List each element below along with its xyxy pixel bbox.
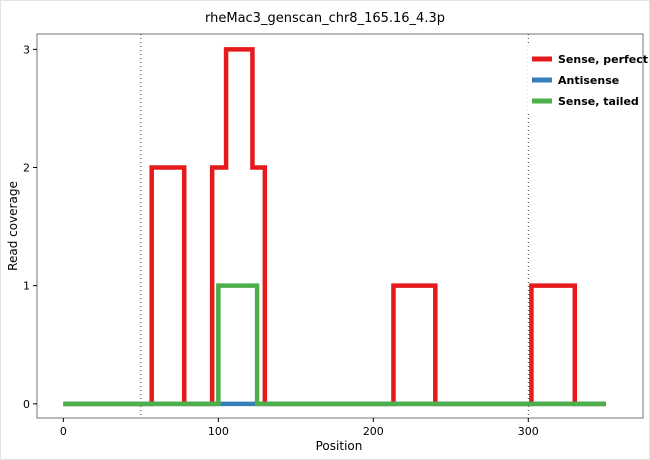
x-tick-label: 100	[208, 425, 229, 438]
y-tick-label: 3	[23, 43, 30, 56]
series-line	[63, 283, 606, 407]
chart-title: rheMac3_genscan_chr8_165.16_4.3p	[205, 11, 445, 26]
y-tick-label: 2	[23, 162, 30, 175]
x-axis-label: Position	[315, 439, 363, 453]
legend-label: Sense, tailed	[558, 95, 639, 108]
x-tick-label: 300	[518, 425, 539, 438]
x-tick-label: 0	[60, 425, 67, 438]
legend-label: Sense, perfect	[558, 53, 648, 66]
y-axis-label: Read coverage	[6, 181, 20, 271]
x-tick-label: 200	[363, 425, 384, 438]
y-tick-label: 1	[23, 280, 30, 293]
y-tick-label: 0	[23, 398, 30, 411]
series-line	[63, 47, 606, 407]
legend-label: Antisense	[558, 74, 619, 87]
